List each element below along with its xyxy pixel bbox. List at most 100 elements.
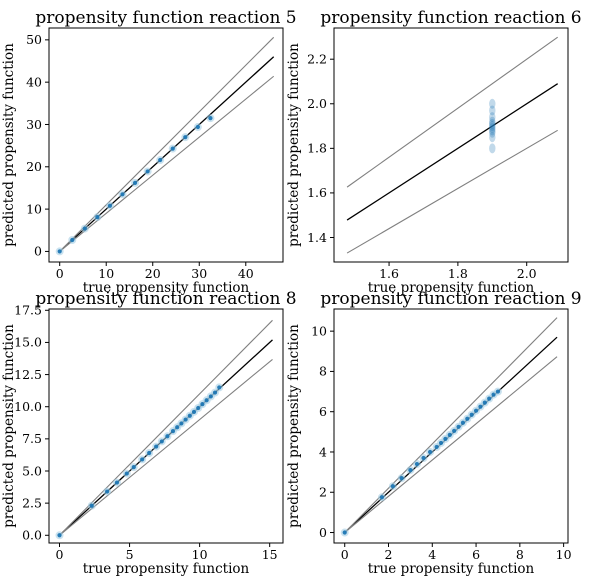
x-tick-label: 1.6 [379,266,399,281]
data-point [170,146,175,151]
data-point [179,421,184,426]
data-point [456,424,461,429]
data-point [195,124,200,130]
data-point [196,405,201,411]
data-point [212,390,218,395]
data-point [124,471,129,476]
y-tick-label: 1.6 [307,185,327,200]
y-tick-label: 30 [26,117,42,132]
y-tick-label: 6 [319,404,327,419]
data-point [489,127,496,138]
data-point [452,428,457,433]
panel-4: 0 2 4 6 8 10 0 2 4 6 8 10 propensity function reacti… [286,289,582,577]
data-point [82,226,87,231]
data-point [187,413,192,418]
data-point [170,429,176,434]
data-point [465,416,470,421]
x-tick-label: 2.0 [517,266,537,281]
data-point [489,123,496,134]
x-axis-label: true propensity function [368,280,535,296]
upper-bound-line [346,36,558,188]
lower-bound-line [346,129,558,254]
y-tick-label: 2 [319,485,327,500]
plot-frame [333,308,569,544]
data-point [154,444,159,449]
lower-bound-line [59,75,275,252]
x-tick-label: 0 [341,547,349,562]
y-tick-label: 10 [26,201,42,216]
y-tick-label: 2.0 [307,96,327,111]
x-axis-label: true propensity function [368,561,535,577]
y-tick-label: 0 [34,244,42,259]
data-point [105,489,110,494]
data-point [175,425,180,430]
data-point [489,118,496,129]
data-point [482,400,487,405]
data-point [427,449,433,455]
y-tick-label: 5.0 [22,463,42,478]
x-tick-label: 10 [556,547,572,562]
data-point [473,408,479,413]
x-tick-label: 20 [145,266,161,281]
data-point [379,495,385,500]
x-tick-label: 2 [385,547,393,562]
data-point [447,432,452,437]
upper-bound-line [59,36,275,252]
x-tick-label: 30 [191,266,207,281]
x-tick-label: 6 [472,547,480,562]
y-tick-label: 7.5 [22,431,42,446]
data-point [114,480,120,485]
data-point [165,434,170,439]
data-point [132,180,138,185]
y-axis-label: predicted propensity function [286,43,302,247]
data-point [489,112,496,123]
x-tick-label: 40 [238,266,254,281]
y-axis-label: predicted propensity function [1,43,17,247]
chart-title: propensity function reaction 6 [320,8,581,28]
x-tick-label: 0 [56,547,64,562]
data-point [469,412,474,417]
chart-title: propensity function reaction 9 [320,289,581,309]
data-point [390,484,395,489]
data-point [489,116,496,127]
data-point [478,404,483,409]
data-point [438,440,444,446]
reference-lines [59,36,275,252]
data-point [495,389,501,394]
data-point [89,503,94,508]
y-tick-label: 20 [26,159,42,174]
data-point [183,135,188,140]
x-tick-label: 8 [516,547,524,562]
plot-frame [48,308,284,544]
data-point [489,143,496,154]
data-point [434,444,439,450]
scatter-points [340,387,502,537]
data-point [140,457,145,462]
scatter-points [489,98,496,154]
data-point [191,409,197,414]
data-point [147,450,152,456]
y-tick-label: 10 [311,323,327,338]
x-tick-label: 10 [192,547,208,562]
panel-3: 0 5 10 15 0.0 2.5 5.0 7.5 10.0 12.5 15.0 17.5propen… [1,289,297,577]
identity-line [346,83,559,221]
data-point [443,436,448,441]
y-tick-label: 17.5 [14,303,42,318]
x-tick-label: 4 [428,547,436,562]
data-point [183,417,188,422]
y-tick-label: 15.0 [14,335,42,350]
data-point [95,215,100,220]
lower-bound-line [344,356,558,533]
data-point [489,105,496,116]
scatter-points [55,114,215,256]
x-tick-label: 5 [126,547,134,562]
data-point [489,132,496,143]
y-tick-label: 50 [26,32,42,47]
x-tick-label: 10 [98,266,114,281]
data-point [489,125,496,136]
y-tick-label: 8 [319,364,327,379]
x-tick-label: 0 [56,266,64,281]
data-point [145,169,150,174]
scatter-points [55,383,224,540]
